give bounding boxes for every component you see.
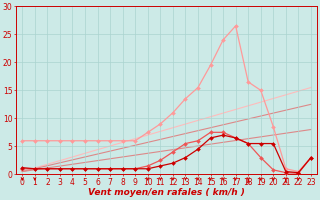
- X-axis label: Vent moyen/en rafales ( km/h ): Vent moyen/en rafales ( km/h ): [88, 188, 245, 197]
